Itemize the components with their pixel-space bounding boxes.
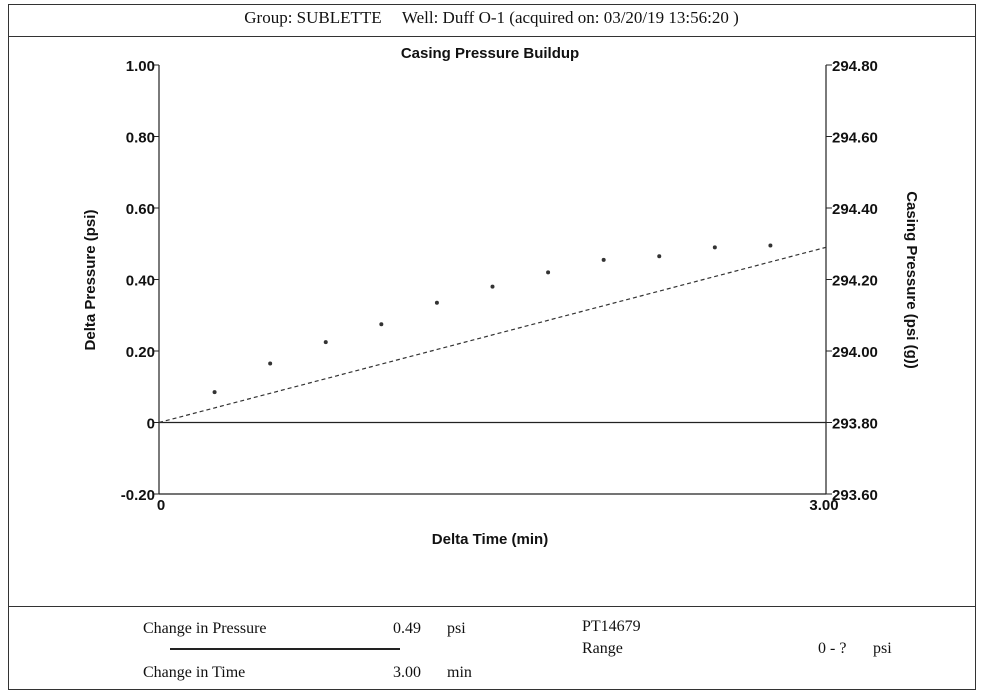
- y2-tick-label: 293.60: [832, 487, 878, 504]
- y2-tick-label: 293.80: [832, 416, 878, 433]
- chart-title: Casing Pressure Buildup: [401, 45, 579, 62]
- y-tick-label: 1.00: [126, 58, 155, 75]
- range-label: Range: [582, 640, 623, 657]
- well-label: Well: Duff O-1 (acquired on: 03/20/19 13…: [401, 8, 739, 27]
- data-point: [712, 245, 717, 250]
- sensor-id: PT14679: [582, 618, 641, 635]
- change-time-unit: min: [447, 664, 472, 681]
- x-tick-label: 3.00: [809, 497, 838, 514]
- change-time-label: Change in Time: [143, 664, 246, 681]
- data-point: [434, 300, 439, 305]
- data-point: [490, 284, 495, 289]
- report-header: Group: SUBLETTE Well: Duff O-1 (acquired…: [0, 8, 983, 28]
- data-point: [546, 270, 551, 275]
- y2-axis-label: Casing Pressure (psi (g)): [903, 191, 920, 369]
- y2-tick-label: 294.80: [832, 58, 878, 75]
- y2-tick-label: 294.00: [832, 344, 878, 361]
- x-axis-label: Delta Time (min): [432, 531, 548, 548]
- trend-line: [158, 246, 827, 424]
- group-label: Group: SUBLETTE: [244, 8, 382, 27]
- y2-tick-label: 294.40: [832, 201, 878, 218]
- footer-divider: [8, 606, 976, 607]
- x-tick-label: 0: [157, 497, 165, 514]
- y-tick-label: 0.60: [126, 201, 155, 218]
- data-point: [379, 322, 384, 327]
- y-tick-label: 0.40: [126, 273, 155, 290]
- change-pressure-value: 0.49: [393, 620, 421, 637]
- range-unit: psi: [873, 640, 892, 657]
- y-axis-label: Delta Pressure (psi): [82, 210, 99, 351]
- y-tick-label: 0.20: [126, 344, 155, 361]
- data-point: [601, 257, 606, 262]
- data-point: [268, 361, 273, 366]
- change-pressure-unit: psi: [447, 620, 466, 637]
- footer-underline: [170, 648, 400, 650]
- range-value: 0 - ?: [818, 640, 847, 657]
- y-tick-label: 0.80: [126, 130, 155, 147]
- data-point: [323, 340, 328, 345]
- y2-tick-label: 294.60: [832, 130, 878, 147]
- data-point: [212, 390, 217, 395]
- change-time-value: 3.00: [393, 664, 421, 681]
- header-divider: [8, 36, 976, 37]
- y2-tick-label: 294.20: [832, 273, 878, 290]
- data-point: [768, 243, 773, 248]
- y-tick-label: 0: [147, 416, 155, 433]
- report-frame: [8, 4, 976, 690]
- y-tick-label: -0.20: [121, 487, 155, 504]
- change-pressure-label: Change in Pressure: [143, 620, 267, 637]
- data-point: [657, 254, 662, 259]
